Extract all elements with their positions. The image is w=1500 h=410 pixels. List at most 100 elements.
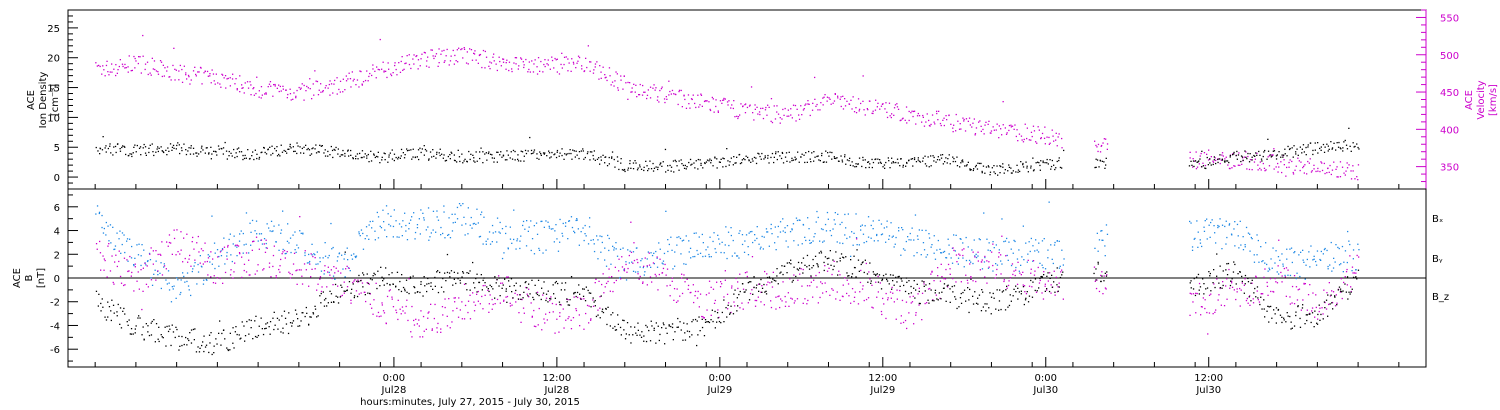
- by-point: [513, 209, 515, 211]
- bz-point: [628, 254, 630, 257]
- by-point: [600, 251, 602, 253]
- density-point: [377, 156, 379, 158]
- by-point: [197, 271, 200, 273]
- bz-point: [796, 298, 799, 300]
- by-point: [1221, 224, 1224, 226]
- density-point: [835, 157, 837, 160]
- by-point: [819, 240, 821, 242]
- bx-point: [1190, 287, 1192, 289]
- velocity-point: [299, 88, 302, 90]
- bz-point: [391, 298, 393, 300]
- by-point: [449, 237, 452, 239]
- by-point: [979, 239, 981, 241]
- velocity-point: [800, 105, 802, 107]
- by-point: [623, 269, 625, 271]
- density-point: [1037, 161, 1039, 163]
- bx-point: [100, 310, 102, 312]
- density-point: [536, 153, 538, 155]
- velocity-point: [578, 56, 581, 59]
- bz-point: [991, 251, 993, 253]
- bx-point: [680, 329, 682, 331]
- bz-point: [751, 256, 754, 258]
- bx-point: [1056, 267, 1058, 269]
- density-point: [176, 144, 178, 147]
- bz-point: [895, 318, 897, 320]
- by-point: [337, 256, 339, 258]
- bx-point: [827, 263, 829, 265]
- density-point: [649, 160, 651, 162]
- bz-point: [549, 299, 551, 302]
- bx-point: [202, 341, 204, 343]
- bx-point: [529, 293, 531, 295]
- bx-point: [1104, 272, 1106, 274]
- by-point: [362, 248, 365, 250]
- density-point: [292, 146, 294, 148]
- bz-point: [1200, 314, 1202, 316]
- bz-point: [764, 270, 766, 273]
- bz-point: [301, 275, 303, 277]
- bz-point: [741, 302, 743, 304]
- bz-point: [147, 286, 149, 288]
- velocity-point: [1031, 135, 1033, 138]
- bx-point: [818, 252, 820, 254]
- bx-point: [201, 344, 203, 347]
- bx-point: [487, 288, 489, 290]
- density-point: [393, 153, 396, 155]
- by-point: [928, 233, 930, 235]
- bz-point: [1332, 291, 1335, 293]
- density-point: [95, 146, 97, 149]
- by-point: [316, 251, 318, 253]
- by-point: [601, 241, 603, 244]
- density-point: [816, 155, 818, 158]
- bz-point: [994, 277, 996, 279]
- bx-point: [465, 283, 467, 285]
- density-point: [1206, 156, 1208, 159]
- by-point: [930, 246, 932, 248]
- density-point: [538, 158, 540, 160]
- density-point: [694, 167, 696, 169]
- density-point: [476, 160, 478, 162]
- by-point: [693, 232, 695, 234]
- density-point: [517, 160, 520, 162]
- density-point: [750, 161, 752, 163]
- velocity-point: [339, 91, 341, 93]
- density-point: [222, 147, 225, 149]
- by-point: [713, 232, 715, 234]
- velocity-point: [687, 94, 690, 96]
- density-point: [153, 154, 155, 157]
- by-point: [436, 216, 438, 218]
- density-point: [185, 153, 188, 156]
- bx-point: [1024, 299, 1027, 301]
- bx-point: [296, 313, 298, 315]
- velocity-point: [1268, 155, 1271, 157]
- density-point: [918, 160, 921, 162]
- density-point: [379, 162, 381, 164]
- velocity-point: [543, 63, 545, 66]
- by-point: [852, 244, 854, 246]
- bx-point: [984, 303, 986, 305]
- bz-point: [222, 282, 224, 284]
- bz-point: [969, 263, 971, 265]
- velocity-point: [728, 100, 730, 102]
- bz-point: [828, 267, 830, 269]
- bz-point: [872, 307, 874, 309]
- bz-point: [473, 301, 475, 303]
- bx-point: [655, 322, 657, 324]
- density-point: [700, 162, 702, 165]
- velocity-point: [910, 112, 912, 114]
- by-point: [1034, 250, 1036, 252]
- density-point: [462, 162, 464, 164]
- density-point: [661, 165, 663, 167]
- by-point: [309, 260, 311, 263]
- bz-point: [216, 277, 218, 279]
- bx-point: [897, 276, 899, 278]
- bx-point: [1017, 298, 1019, 300]
- by-point: [754, 239, 756, 242]
- density-point: [1240, 155, 1243, 157]
- velocity-point: [166, 66, 169, 68]
- bz-point: [262, 269, 264, 271]
- bz-point: [1303, 283, 1305, 285]
- by-point: [644, 271, 646, 273]
- bz-point: [413, 324, 416, 326]
- bz-point: [427, 312, 429, 314]
